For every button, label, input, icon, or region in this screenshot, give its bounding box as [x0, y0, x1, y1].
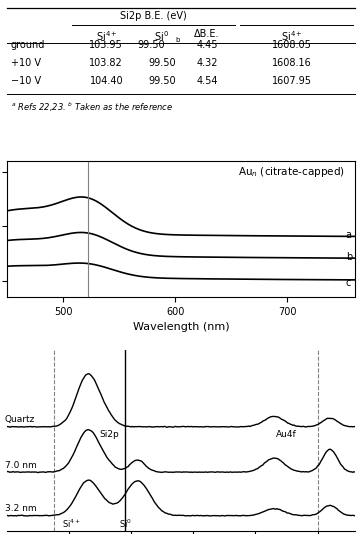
Text: +10 V: +10 V — [11, 58, 41, 68]
Text: 3.2 nm: 3.2 nm — [5, 504, 37, 513]
Text: 99.50: 99.50 — [138, 40, 165, 50]
Text: 4.32: 4.32 — [196, 58, 218, 68]
Text: 1608.16: 1608.16 — [272, 58, 312, 68]
Text: Si$^{4+}$: Si$^{4+}$ — [96, 29, 117, 43]
Text: ground: ground — [11, 40, 45, 50]
Text: 103.95: 103.95 — [89, 40, 123, 50]
Text: a: a — [346, 230, 352, 240]
Text: Si$^{4+}$: Si$^{4+}$ — [62, 517, 81, 530]
Text: 4.45: 4.45 — [196, 40, 218, 50]
X-axis label: Wavelength (nm): Wavelength (nm) — [133, 323, 229, 333]
Text: 1607.95: 1607.95 — [272, 76, 312, 86]
Text: 104.40: 104.40 — [89, 76, 123, 86]
Text: b: b — [346, 252, 352, 262]
Text: 99.50: 99.50 — [148, 58, 176, 68]
Text: Si$^{0}$: Si$^{0}$ — [155, 29, 169, 43]
Text: −10 V: −10 V — [11, 76, 41, 86]
Text: c: c — [346, 278, 351, 288]
Text: Si$^{0}$: Si$^{0}$ — [119, 517, 132, 530]
Text: Au$_n$ (citrate-capped): Au$_n$ (citrate-capped) — [237, 166, 344, 179]
Text: Si$^{4+}$: Si$^{4+}$ — [281, 29, 303, 43]
Text: Quartz: Quartz — [5, 415, 35, 425]
Text: Si2p: Si2p — [99, 430, 119, 439]
Text: Si2p B.E. (eV): Si2p B.E. (eV) — [120, 11, 186, 21]
Text: ΔB.E.: ΔB.E. — [194, 29, 220, 39]
Text: 4.54: 4.54 — [196, 76, 218, 86]
Text: $^{a}$ Refs 22,23. $^{b}$ Taken as the reference: $^{a}$ Refs 22,23. $^{b}$ Taken as the r… — [11, 100, 173, 114]
Text: 99.50: 99.50 — [148, 76, 176, 86]
Text: 1608.05: 1608.05 — [272, 40, 312, 50]
Text: 103.82: 103.82 — [89, 58, 123, 68]
Text: Au4f: Au4f — [276, 430, 297, 439]
Text: b: b — [175, 37, 180, 43]
Text: 7.0 nm: 7.0 nm — [5, 461, 37, 469]
